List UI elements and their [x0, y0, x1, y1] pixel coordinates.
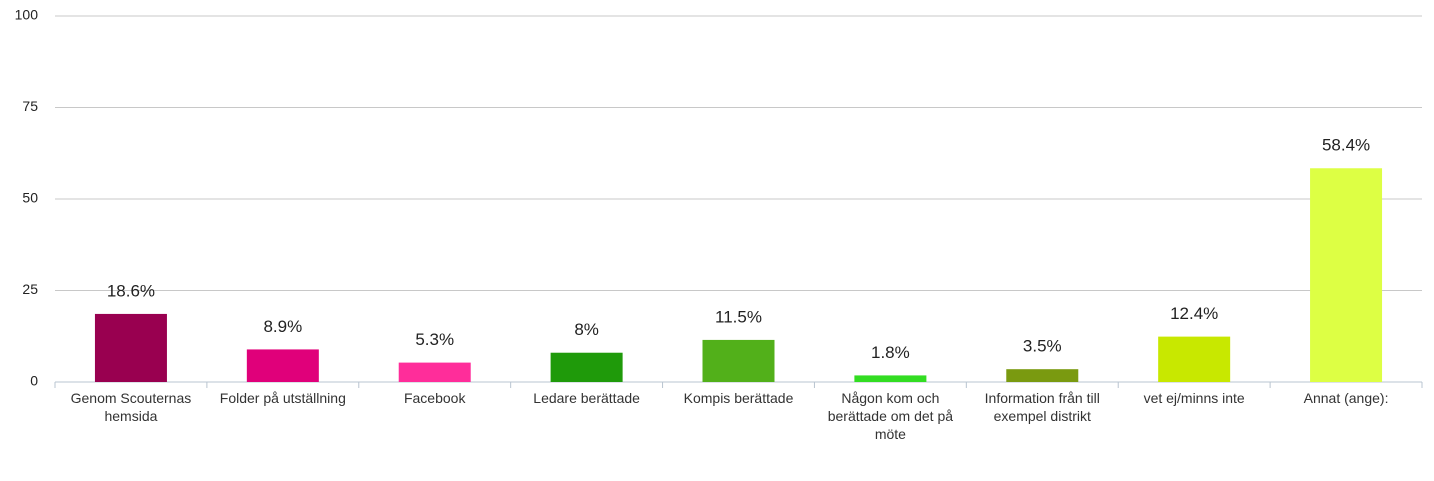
bar [398, 362, 471, 382]
bar [94, 313, 167, 382]
bar [702, 339, 775, 382]
value-label: 12.4% [1170, 304, 1218, 323]
value-label: 8% [574, 320, 599, 339]
y-tick-label: 100 [15, 7, 39, 23]
bar [1158, 336, 1231, 382]
bar [1006, 369, 1079, 382]
x-tick-label: Genom Scouternas hemsida [70, 390, 192, 424]
bar [246, 349, 319, 382]
value-label: 3.5% [1023, 337, 1062, 356]
x-tick-label: vet ej/minns inte [1143, 390, 1245, 406]
value-label: 58.4% [1322, 136, 1370, 155]
x-tick-label: Facebook [403, 390, 466, 406]
bar [854, 375, 927, 382]
x-tick-label: Kompis berättade [683, 390, 794, 406]
x-tick-label: Information från till exempel distrikt [984, 390, 1100, 424]
bar [550, 352, 623, 382]
value-label: 8.9% [263, 317, 302, 336]
x-tick-label: Folder på utställning [219, 390, 346, 406]
value-label: 11.5% [715, 307, 762, 326]
x-tick-label: Någon kom och berättade om det på möte [827, 390, 954, 442]
y-tick-label: 25 [22, 281, 38, 297]
value-label: 1.8% [871, 343, 910, 362]
y-tick-label: 0 [30, 373, 38, 389]
value-label: 18.6% [107, 281, 155, 300]
y-tick-label: 75 [22, 98, 38, 114]
y-tick-label: 50 [22, 190, 38, 206]
x-tick-label: Ledare berättade [533, 390, 640, 406]
bar [1310, 168, 1383, 382]
value-label: 5.3% [415, 330, 454, 349]
x-tick-label: Annat (ange): [1303, 390, 1389, 406]
